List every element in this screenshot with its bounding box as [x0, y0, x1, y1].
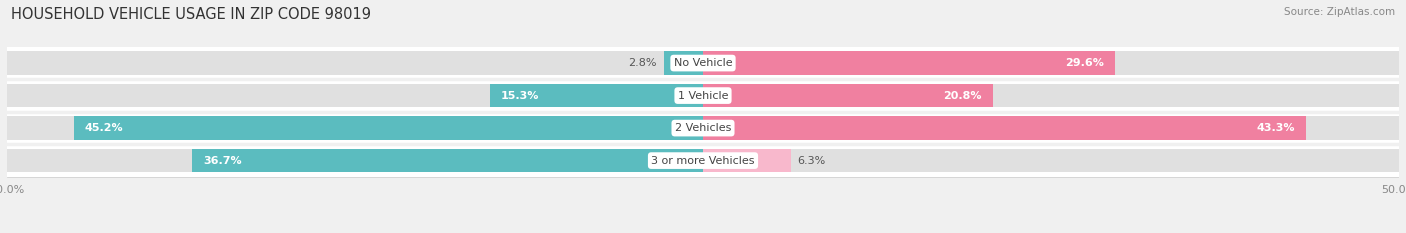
- Bar: [7, 84, 703, 107]
- Bar: [664, 51, 703, 75]
- Text: 15.3%: 15.3%: [501, 91, 540, 101]
- Bar: [7, 51, 703, 75]
- Bar: [703, 84, 1399, 107]
- Bar: [703, 149, 790, 172]
- Bar: [703, 149, 1399, 172]
- Text: 2.8%: 2.8%: [628, 58, 657, 68]
- Bar: [7, 149, 703, 172]
- Text: 1 Vehicle: 1 Vehicle: [678, 91, 728, 101]
- Bar: [7, 47, 1399, 79]
- Text: 20.8%: 20.8%: [943, 91, 981, 101]
- Text: 2 Vehicles: 2 Vehicles: [675, 123, 731, 133]
- Bar: [7, 112, 1399, 144]
- Text: 36.7%: 36.7%: [204, 156, 242, 166]
- Bar: [491, 84, 703, 107]
- Bar: [703, 84, 993, 107]
- Bar: [75, 116, 703, 140]
- Text: HOUSEHOLD VEHICLE USAGE IN ZIP CODE 98019: HOUSEHOLD VEHICLE USAGE IN ZIP CODE 9801…: [11, 7, 371, 22]
- Bar: [7, 79, 1399, 112]
- Bar: [7, 144, 1399, 177]
- Text: 3 or more Vehicles: 3 or more Vehicles: [651, 156, 755, 166]
- Text: 45.2%: 45.2%: [84, 123, 124, 133]
- Text: 6.3%: 6.3%: [797, 156, 825, 166]
- Bar: [703, 116, 1399, 140]
- Bar: [193, 149, 703, 172]
- Text: Source: ZipAtlas.com: Source: ZipAtlas.com: [1284, 7, 1395, 17]
- Bar: [7, 116, 703, 140]
- Text: No Vehicle: No Vehicle: [673, 58, 733, 68]
- Bar: [703, 51, 1399, 75]
- Text: 43.3%: 43.3%: [1256, 123, 1295, 133]
- Text: 29.6%: 29.6%: [1064, 58, 1104, 68]
- Bar: [703, 116, 1306, 140]
- Bar: [703, 51, 1115, 75]
